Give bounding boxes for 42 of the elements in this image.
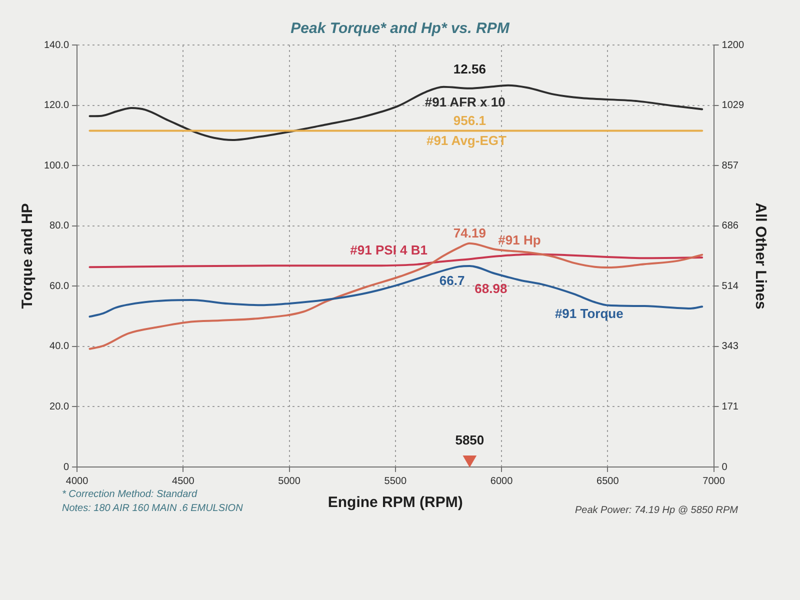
data-label: 66.7: [439, 273, 465, 288]
data-label: 68.98: [474, 281, 508, 296]
y-tick-label: 100.0: [44, 160, 70, 172]
series-label: #91 Torque: [554, 306, 624, 322]
text: Peak Power: 74.19 Hp @ 5850 RPM: [574, 504, 738, 518]
y-tick-label: 120.0: [44, 100, 70, 112]
series-label: #91 PSI 4 B1: [350, 242, 428, 258]
series-label: #91 AFR x 10: [424, 94, 506, 110]
text: Notes: 180 AIR 160 MAIN .6 EMULSION: [62, 502, 243, 516]
y2-tick-label: 1200: [722, 40, 744, 51]
x-axis-title: Engine RPM (RPM): [328, 494, 463, 512]
text: * Correction Method: Standard: [62, 488, 198, 502]
data-label: 74.19: [453, 225, 486, 240]
x-tick-label: 4500: [172, 476, 195, 487]
x-tick-label: 6000: [490, 476, 514, 487]
y-tick-label: 140.0: [44, 40, 70, 51]
line-series: [88, 253, 704, 268]
y2-tick-label: 1029: [722, 100, 744, 112]
y2-tick-label: 171: [722, 401, 739, 412]
x-tick-label: 7000: [702, 476, 726, 487]
chart-title: Peak Torque* and Hp* vs. RPM: [290, 20, 510, 37]
y-tick-label: 60.0: [50, 280, 70, 292]
x-tick-label: 4000: [66, 476, 89, 487]
y2-tick-label: 857: [722, 160, 739, 172]
annotation: 12.56: [453, 61, 486, 76]
data-label: 956.1: [453, 112, 486, 128]
series-label: #91 Hp: [498, 232, 541, 248]
y2-tick-label: 343: [722, 341, 739, 352]
y2-axis-title: All Other Lines: [752, 202, 769, 310]
y-axis-title: Torque and HP: [19, 203, 36, 309]
y-tick-label: 80.0: [50, 220, 70, 232]
x-tick-label: 6500: [596, 476, 620, 487]
y-tick-label: 0: [63, 462, 70, 473]
annotation: 5850: [455, 432, 484, 448]
y2-tick-label: 686: [722, 220, 739, 232]
y-tick-label: 40.0: [50, 341, 70, 352]
y-tick-label: 20.0: [50, 401, 70, 412]
x-tick-label: 5500: [384, 476, 407, 487]
x-tick-label: 5000: [278, 476, 301, 487]
series-label: #91 Avg-EGT: [426, 132, 506, 148]
y2-tick-label: 514: [722, 280, 739, 292]
y2-tick-label: 0: [722, 462, 728, 473]
